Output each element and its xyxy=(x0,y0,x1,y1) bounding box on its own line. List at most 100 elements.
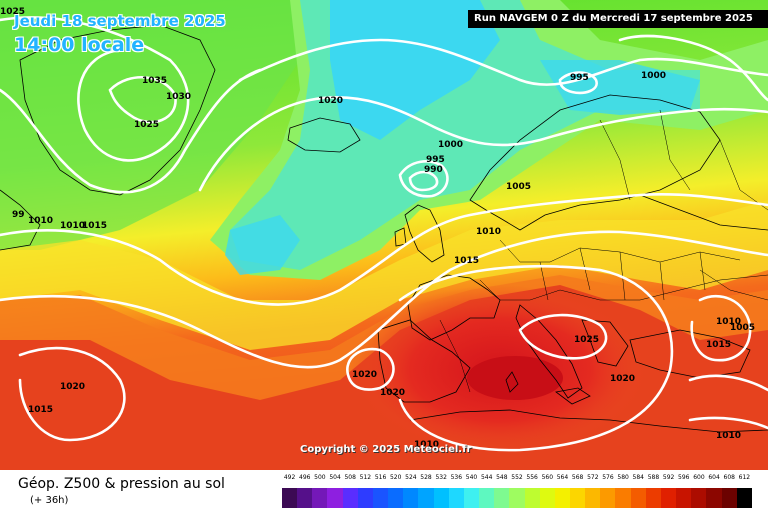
pressure-label: 1015 xyxy=(82,221,107,231)
yellow-band xyxy=(0,200,768,350)
coldest-core xyxy=(330,0,500,140)
pressure-label: 1010 xyxy=(60,221,85,231)
legend-swatch xyxy=(554,488,570,508)
pressure-label: 995 xyxy=(426,155,445,165)
legend-tick-label: 540 xyxy=(465,474,478,481)
legend-swatch xyxy=(660,488,677,508)
legend-swatch xyxy=(282,488,298,508)
legend-tick-label: 532 xyxy=(435,474,447,481)
pressure-label: 1005 xyxy=(506,182,531,192)
legend-swatch xyxy=(721,488,737,508)
legend-swatch xyxy=(524,488,540,508)
legend-swatch xyxy=(585,488,601,508)
legend-tick-label: 612 xyxy=(738,474,751,481)
legend-tick-label: 524 xyxy=(405,474,417,481)
legend-tick-label: 608 xyxy=(723,474,735,481)
greenland-band xyxy=(0,0,300,250)
legend-tick-label: 604 xyxy=(708,474,720,481)
legend-swatch xyxy=(691,488,707,508)
pressure-label: 1015 xyxy=(28,405,53,415)
legend-swatch xyxy=(645,488,661,508)
field-title: Géop. Z500 & pression au sol xyxy=(18,476,225,492)
legend-tick-label: 592 xyxy=(662,474,675,481)
legend-tick-label: 584 xyxy=(632,474,644,481)
legend-tick-label: 492 xyxy=(283,474,296,481)
pressure-label: 1000 xyxy=(438,140,463,150)
legend-tick-label: 500 xyxy=(314,474,326,481)
legend-tick-label: 496 xyxy=(299,474,311,481)
pressure-label: 1030 xyxy=(166,92,191,102)
legend-tick-label: 504 xyxy=(329,474,341,481)
copyright-notice: Copyright © 2025 Meteociel.fr xyxy=(300,444,472,455)
pressure-label: 1015 xyxy=(454,256,479,266)
legend-swatch xyxy=(388,488,404,508)
legend-tick-label: 596 xyxy=(678,474,690,481)
legend-swatch xyxy=(569,488,586,508)
legend-swatch xyxy=(539,488,555,508)
pressure-label: 1010 xyxy=(476,227,501,237)
pressure-label: 1020 xyxy=(60,382,85,392)
isobars xyxy=(0,16,768,452)
legend-swatch xyxy=(297,488,313,508)
legend-tick-label: 600 xyxy=(693,474,705,481)
model-run-label: Run NAVGEM 0 Z du Mercredi 17 septembre … xyxy=(468,10,768,28)
coastlines xyxy=(0,24,768,433)
legend-tick-label: 548 xyxy=(496,474,508,481)
legend-tick-label: 552 xyxy=(511,474,523,481)
legend-tick-label: 556 xyxy=(526,474,538,481)
legend-swatch xyxy=(463,488,480,508)
pressure-label: 1015 xyxy=(706,340,731,350)
legend-swatch xyxy=(706,488,722,508)
legend-swatch xyxy=(736,488,752,508)
legend-tick-label: 568 xyxy=(571,474,584,481)
legend-swatch xyxy=(615,488,631,508)
pressure-labels: 1025 1035 1030 1025 1020 995 1000 1000 9… xyxy=(0,7,755,450)
legend-swatch xyxy=(630,488,646,508)
legend-swatch xyxy=(448,488,464,508)
legend-tick-label: 580 xyxy=(617,474,629,481)
pressure-label: 99 xyxy=(12,210,25,220)
legend-swatch xyxy=(312,488,328,508)
legend-swatch xyxy=(676,488,692,508)
pressure-label: 1020 xyxy=(352,370,377,380)
pressure-label: 1000 xyxy=(641,71,666,81)
pressure-label: 1025 xyxy=(574,335,599,345)
legend-tick-labels: 492 496 500 504 508 512 516 520 524 528 532 536 540 5… xyxy=(282,474,752,486)
pressure-label: 1020 xyxy=(610,374,635,384)
legend-tick-label: 564 xyxy=(556,474,569,481)
legend-swatch xyxy=(433,488,449,508)
legend-tick-label: 528 xyxy=(420,474,432,481)
legend-swatch xyxy=(372,488,389,508)
legend-tick-label: 588 xyxy=(647,474,660,481)
legend-swatch xyxy=(494,488,510,508)
forecast-date: Jeudi 18 septembre 2025 xyxy=(14,12,226,30)
pressure-label: 990 xyxy=(424,165,443,175)
legend-swatch xyxy=(418,488,434,508)
legend-swatch xyxy=(357,488,373,508)
iceland-low-core xyxy=(225,215,300,275)
forecast-map: 1025 1035 1030 1025 1020 995 1000 1000 9… xyxy=(0,0,768,470)
legend-tick-label: 576 xyxy=(602,474,614,481)
legend-tick-label: 544 xyxy=(480,474,493,481)
legend-tick-label: 560 xyxy=(541,474,554,481)
pressure-label: 1005 xyxy=(730,323,755,333)
lead-time: (+ 36h) xyxy=(30,495,69,506)
legend-swatch xyxy=(509,488,525,508)
legend-swatches xyxy=(282,488,752,508)
pressure-label: 1010 xyxy=(28,216,53,226)
legend-tick-label: 520 xyxy=(389,474,402,481)
legend-swatch xyxy=(403,488,419,508)
legend-swatch xyxy=(479,488,495,508)
legend-swatch xyxy=(342,488,358,508)
legend-tick-label: 512 xyxy=(359,474,372,481)
pressure-label: 1025 xyxy=(134,120,159,130)
legend-swatch xyxy=(327,488,343,508)
pressure-label: 995 xyxy=(570,73,589,83)
legend-swatch xyxy=(600,488,616,508)
legend-tick-label: 536 xyxy=(450,474,463,481)
pressure-label: 1025 xyxy=(0,7,25,17)
footer: Géop. Z500 & pression au sol (+ 36h) 492… xyxy=(0,470,768,512)
forecast-time: 14:00 locale xyxy=(14,34,145,56)
legend-tick-label: 516 xyxy=(374,474,387,481)
